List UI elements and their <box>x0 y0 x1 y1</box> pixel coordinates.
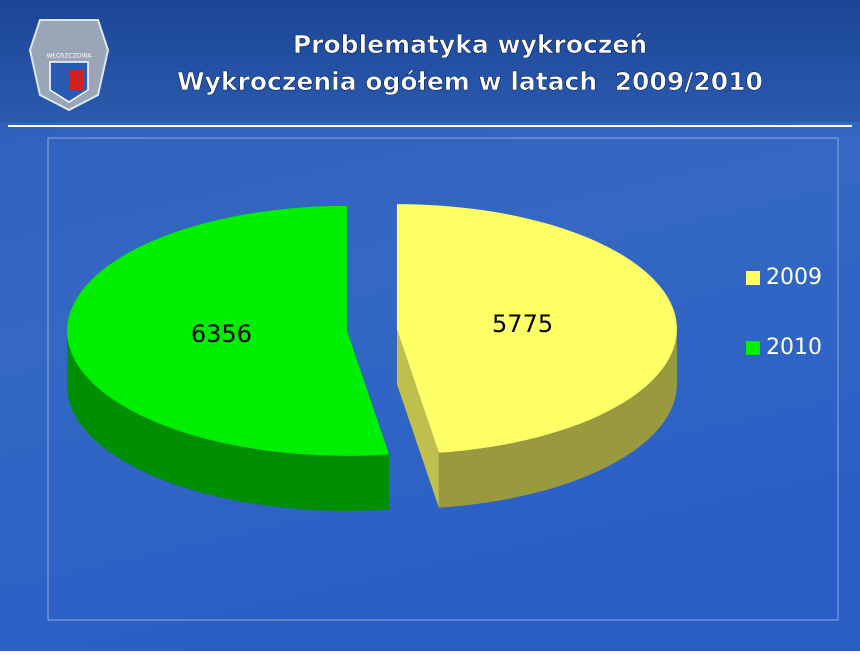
header <box>0 0 860 122</box>
slice-rim <box>438 329 677 508</box>
chart-frame <box>47 137 839 621</box>
slice-top <box>67 205 390 456</box>
legend-swatch <box>746 341 760 355</box>
logo-text: WŁOSZCZOWA <box>47 53 93 60</box>
legend-swatch <box>746 271 760 285</box>
legend-label: 2009 <box>766 265 822 290</box>
logo: WŁOSZCZOWA <box>28 19 110 112</box>
chart-subtitle: Wykroczenia ogółem w latach 2009/2010 <box>177 67 763 96</box>
pie: 5775 6356 <box>67 204 677 511</box>
logo-emblem <box>70 70 84 90</box>
slice-top <box>396 204 677 453</box>
legend: 2009 2010 <box>746 265 822 360</box>
slice <box>396 204 677 508</box>
data-label: 6356 <box>191 320 252 348</box>
slice-wall <box>396 329 439 508</box>
legend-label: 2010 <box>766 335 822 360</box>
data-label: 5775 <box>492 310 553 338</box>
slice-rim <box>67 330 390 511</box>
slice <box>67 205 390 511</box>
chart-title: Problematyka wykroczeń <box>293 30 647 59</box>
